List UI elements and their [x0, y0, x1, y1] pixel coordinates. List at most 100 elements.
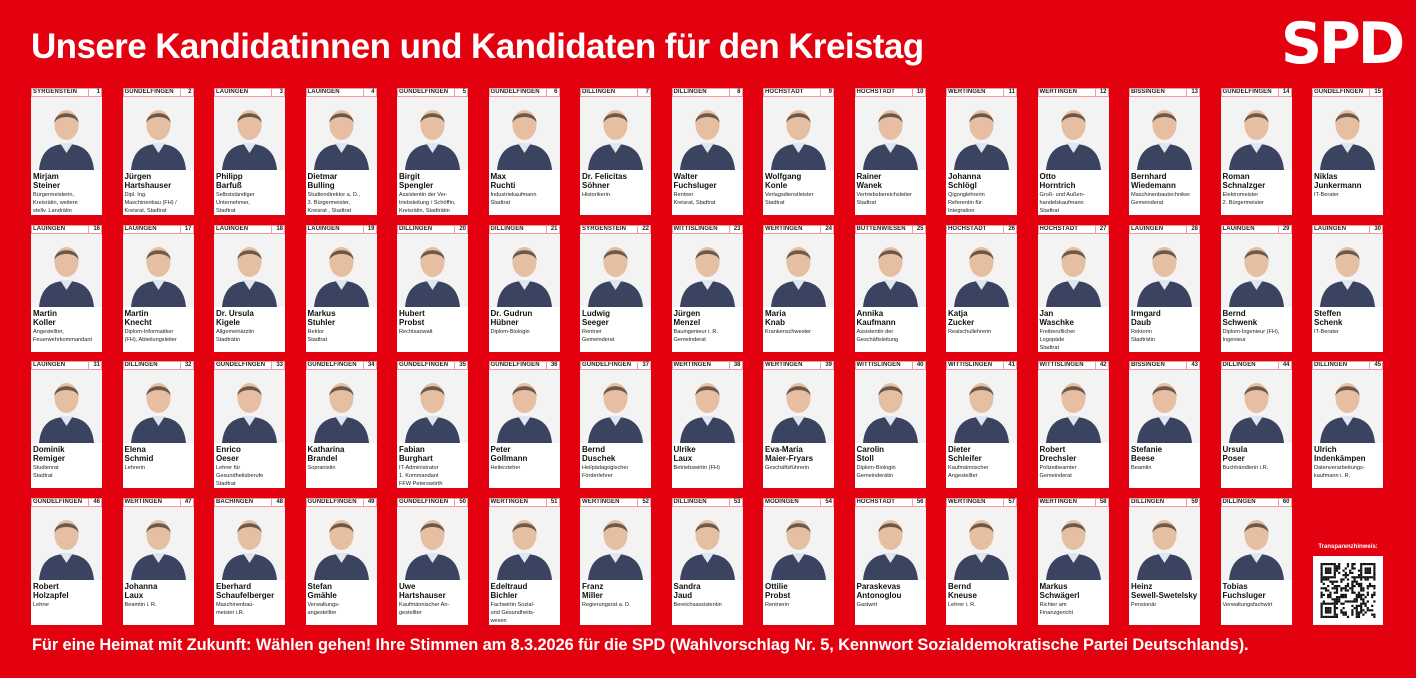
candidate-photo	[946, 507, 1017, 581]
candidate-town: BÄCHINGEN	[216, 499, 254, 506]
candidate-number: 19	[362, 225, 376, 233]
candidate-photo	[671, 370, 743, 444]
card-header: LAUINGEN 18	[214, 224, 285, 234]
candidate-card: WERTINGEN 24 Maria Knab Krankenschwester	[763, 224, 834, 352]
candidate-town: GUNDELFINGEN	[307, 499, 357, 506]
candidate-first-name: Rainer	[856, 172, 882, 181]
candidate-occupation: Betriebswirtin (FH)	[672, 464, 743, 472]
candidate-photo	[488, 507, 560, 581]
card-header: GUNDELFINGEN 33	[214, 361, 285, 371]
candidate-card: GUNDELFINGEN 34 Katharina Brandel Sopranisti…	[305, 361, 377, 489]
candidate-last-name: Söhner	[582, 181, 610, 190]
candidate-number: 48	[271, 499, 284, 507]
candidate-number: 2	[179, 89, 193, 96]
occupation-line: Kreisrat, Stadtrat	[124, 208, 167, 214]
candidate-town: LAUINGEN	[1314, 225, 1347, 232]
candidate-occupation: Vertriebsbereichsleiter Stadtrat	[855, 191, 926, 207]
candidate-occupation: Pensionär	[1129, 601, 1200, 609]
candidate-card: GUNDELFINGEN 6 Max Ruchti Industriekaufmann S…	[488, 88, 560, 215]
occupation-line: Realschullehrerin	[948, 328, 992, 335]
candidate-town: BISSINGEN	[1131, 362, 1165, 369]
qr-code-icon[interactable]	[1313, 556, 1383, 625]
candidate-card: LAUINGEN 29 Bernd Schwenk Diplom-Ingenieur (…	[1220, 224, 1292, 352]
occupation-line: Stadtrat	[33, 473, 53, 480]
candidate-town: GUNDELFINGEN	[399, 499, 449, 506]
candidate-last-name: Koller	[33, 317, 56, 327]
candidate-town: WERTINGEN	[948, 499, 986, 506]
candidate-occupation: Krankenschwester	[763, 328, 834, 336]
candidate-number: 36	[545, 362, 559, 370]
candidate-first-name: Ulrike	[673, 445, 696, 455]
candidate-card: DILLINGEN 53 Sandra Jaud Bereichsassistentin	[671, 498, 743, 626]
candidate-photo	[122, 97, 194, 170]
candidate-occupation: Bürgermeisterin, Kreisrätin, weitere stell…	[31, 191, 102, 215]
candidate-photo	[1220, 507, 1292, 581]
card-header: LAUINGEN 4	[305, 88, 377, 97]
candidate-card: LAUINGEN 28 Irmgard Daub Rektorin Stadträtin	[1129, 224, 1200, 352]
candidate-occupation: Rechtsanwalt	[397, 328, 468, 336]
candidate-occupation: Regierungsrat a. D.	[580, 601, 651, 609]
candidate-occupation: Realschullehrerin	[946, 328, 1017, 336]
candidate-card: HÖCHSTÄDT 9 Wolfgang Konle Verlagsdienstleis…	[763, 88, 834, 215]
candidate-occupation: Historikerin	[580, 191, 651, 199]
candidate-photo	[1129, 370, 1200, 444]
occupation-line: Krankenschwester	[765, 328, 812, 335]
occupation-line: Buchhändlerin i.R.	[1222, 465, 1269, 472]
transparency-label: Transparenzhinweis:	[1318, 544, 1378, 550]
candidate-occupation: Lehrer für Gesundheitsberufe Stadtrat	[214, 464, 285, 488]
occupation-line: Allgemeinärztin	[216, 328, 255, 335]
candidate-photo	[305, 507, 377, 581]
candidate-town: GUNDELFINGEN	[1222, 89, 1272, 95]
candidate-first-name: Peter	[490, 445, 511, 455]
occupation-line: (FH), Abteilungsleiter	[124, 336, 177, 343]
candidate-photo	[488, 233, 560, 307]
candidate-town: LAUINGEN	[124, 225, 157, 232]
occupation-line: Stadtrat	[216, 208, 236, 214]
occupation-line: Beamtin i. R.	[124, 602, 157, 609]
candidate-occupation: Selbstständiger Unternehmer, Stadtrat	[214, 191, 285, 215]
occupation-line: Bereichsassistentin	[673, 602, 722, 609]
candidate-photo	[854, 97, 926, 170]
candidate-first-name: Philipp	[216, 172, 243, 181]
footer-slogan: Für eine Heimat mit Zukunft: Wählen gehe…	[32, 636, 1249, 654]
candidate-town: DILLINGEN	[673, 499, 707, 506]
candidate-last-name: Bulling	[307, 181, 335, 190]
candidate-town: DILLINGEN	[1222, 362, 1256, 369]
candidate-photo	[305, 233, 377, 307]
candidate-first-name: Robert	[1039, 445, 1066, 455]
candidate-first-name: Uwe	[399, 582, 416, 592]
occupation-line: Geschäftsleitung	[856, 336, 899, 343]
occupation-line: Heilpädagogischer	[582, 465, 629, 472]
occupation-line: Stadtrat	[307, 336, 328, 343]
candidate-town: WITTISLINGEN	[948, 362, 993, 369]
candidate-first-name: Katharina	[307, 445, 345, 455]
candidate-first-name: Dr. Ursula	[216, 308, 254, 318]
candidate-occupation: Diplom-Biologin Gemeinderätin	[855, 464, 926, 480]
candidate-number: 3	[271, 89, 284, 96]
candidate-number: 30	[1369, 225, 1382, 233]
candidate-town: GUNDELFINGEN	[33, 499, 83, 506]
candidate-first-name: Otto	[1039, 172, 1056, 181]
candidate-first-name: Martin	[124, 308, 149, 318]
candidate-occupation: IT-Administrator 1. Kommandant FFW Petersw…	[397, 464, 468, 488]
candidate-number: 13	[1186, 89, 1199, 96]
candidate-town: SYRGENSTEIN	[33, 89, 78, 95]
candidate-card: SYRGENSTEIN 1 Mirjam Steiner Bürgermeisterin…	[31, 88, 102, 215]
candidate-town: DILLINGEN	[1314, 362, 1348, 369]
candidate-card: GUNDELFINGEN 14 Roman Schnalzger Elektromeis…	[1220, 88, 1292, 215]
candidate-last-name: Knecht	[124, 317, 152, 327]
candidate-first-name: Jürgen	[124, 172, 152, 181]
occupation-line: Gemeinderat	[1039, 473, 1072, 480]
candidate-photo	[1312, 370, 1383, 444]
occupation-line: Diplom-Biologin	[856, 465, 896, 472]
candidate-photo	[397, 233, 468, 307]
occupation-line: Lehrer i. R.	[948, 602, 976, 609]
candidate-card: WERTINGEN 47 Johanna Laux Beamtin i. R.	[122, 498, 194, 626]
candidate-number: 11	[1003, 89, 1016, 96]
candidate-last-name: Jaud	[673, 591, 693, 601]
candidate-photo	[1220, 97, 1292, 170]
candidate-number: 5	[454, 89, 467, 96]
candidate-first-name: Johanna	[948, 172, 981, 181]
candidate-photo	[31, 233, 102, 307]
candidate-card: GUNDELFINGEN 33 Enrico Oeser Lehrer für Gesun…	[214, 361, 285, 489]
